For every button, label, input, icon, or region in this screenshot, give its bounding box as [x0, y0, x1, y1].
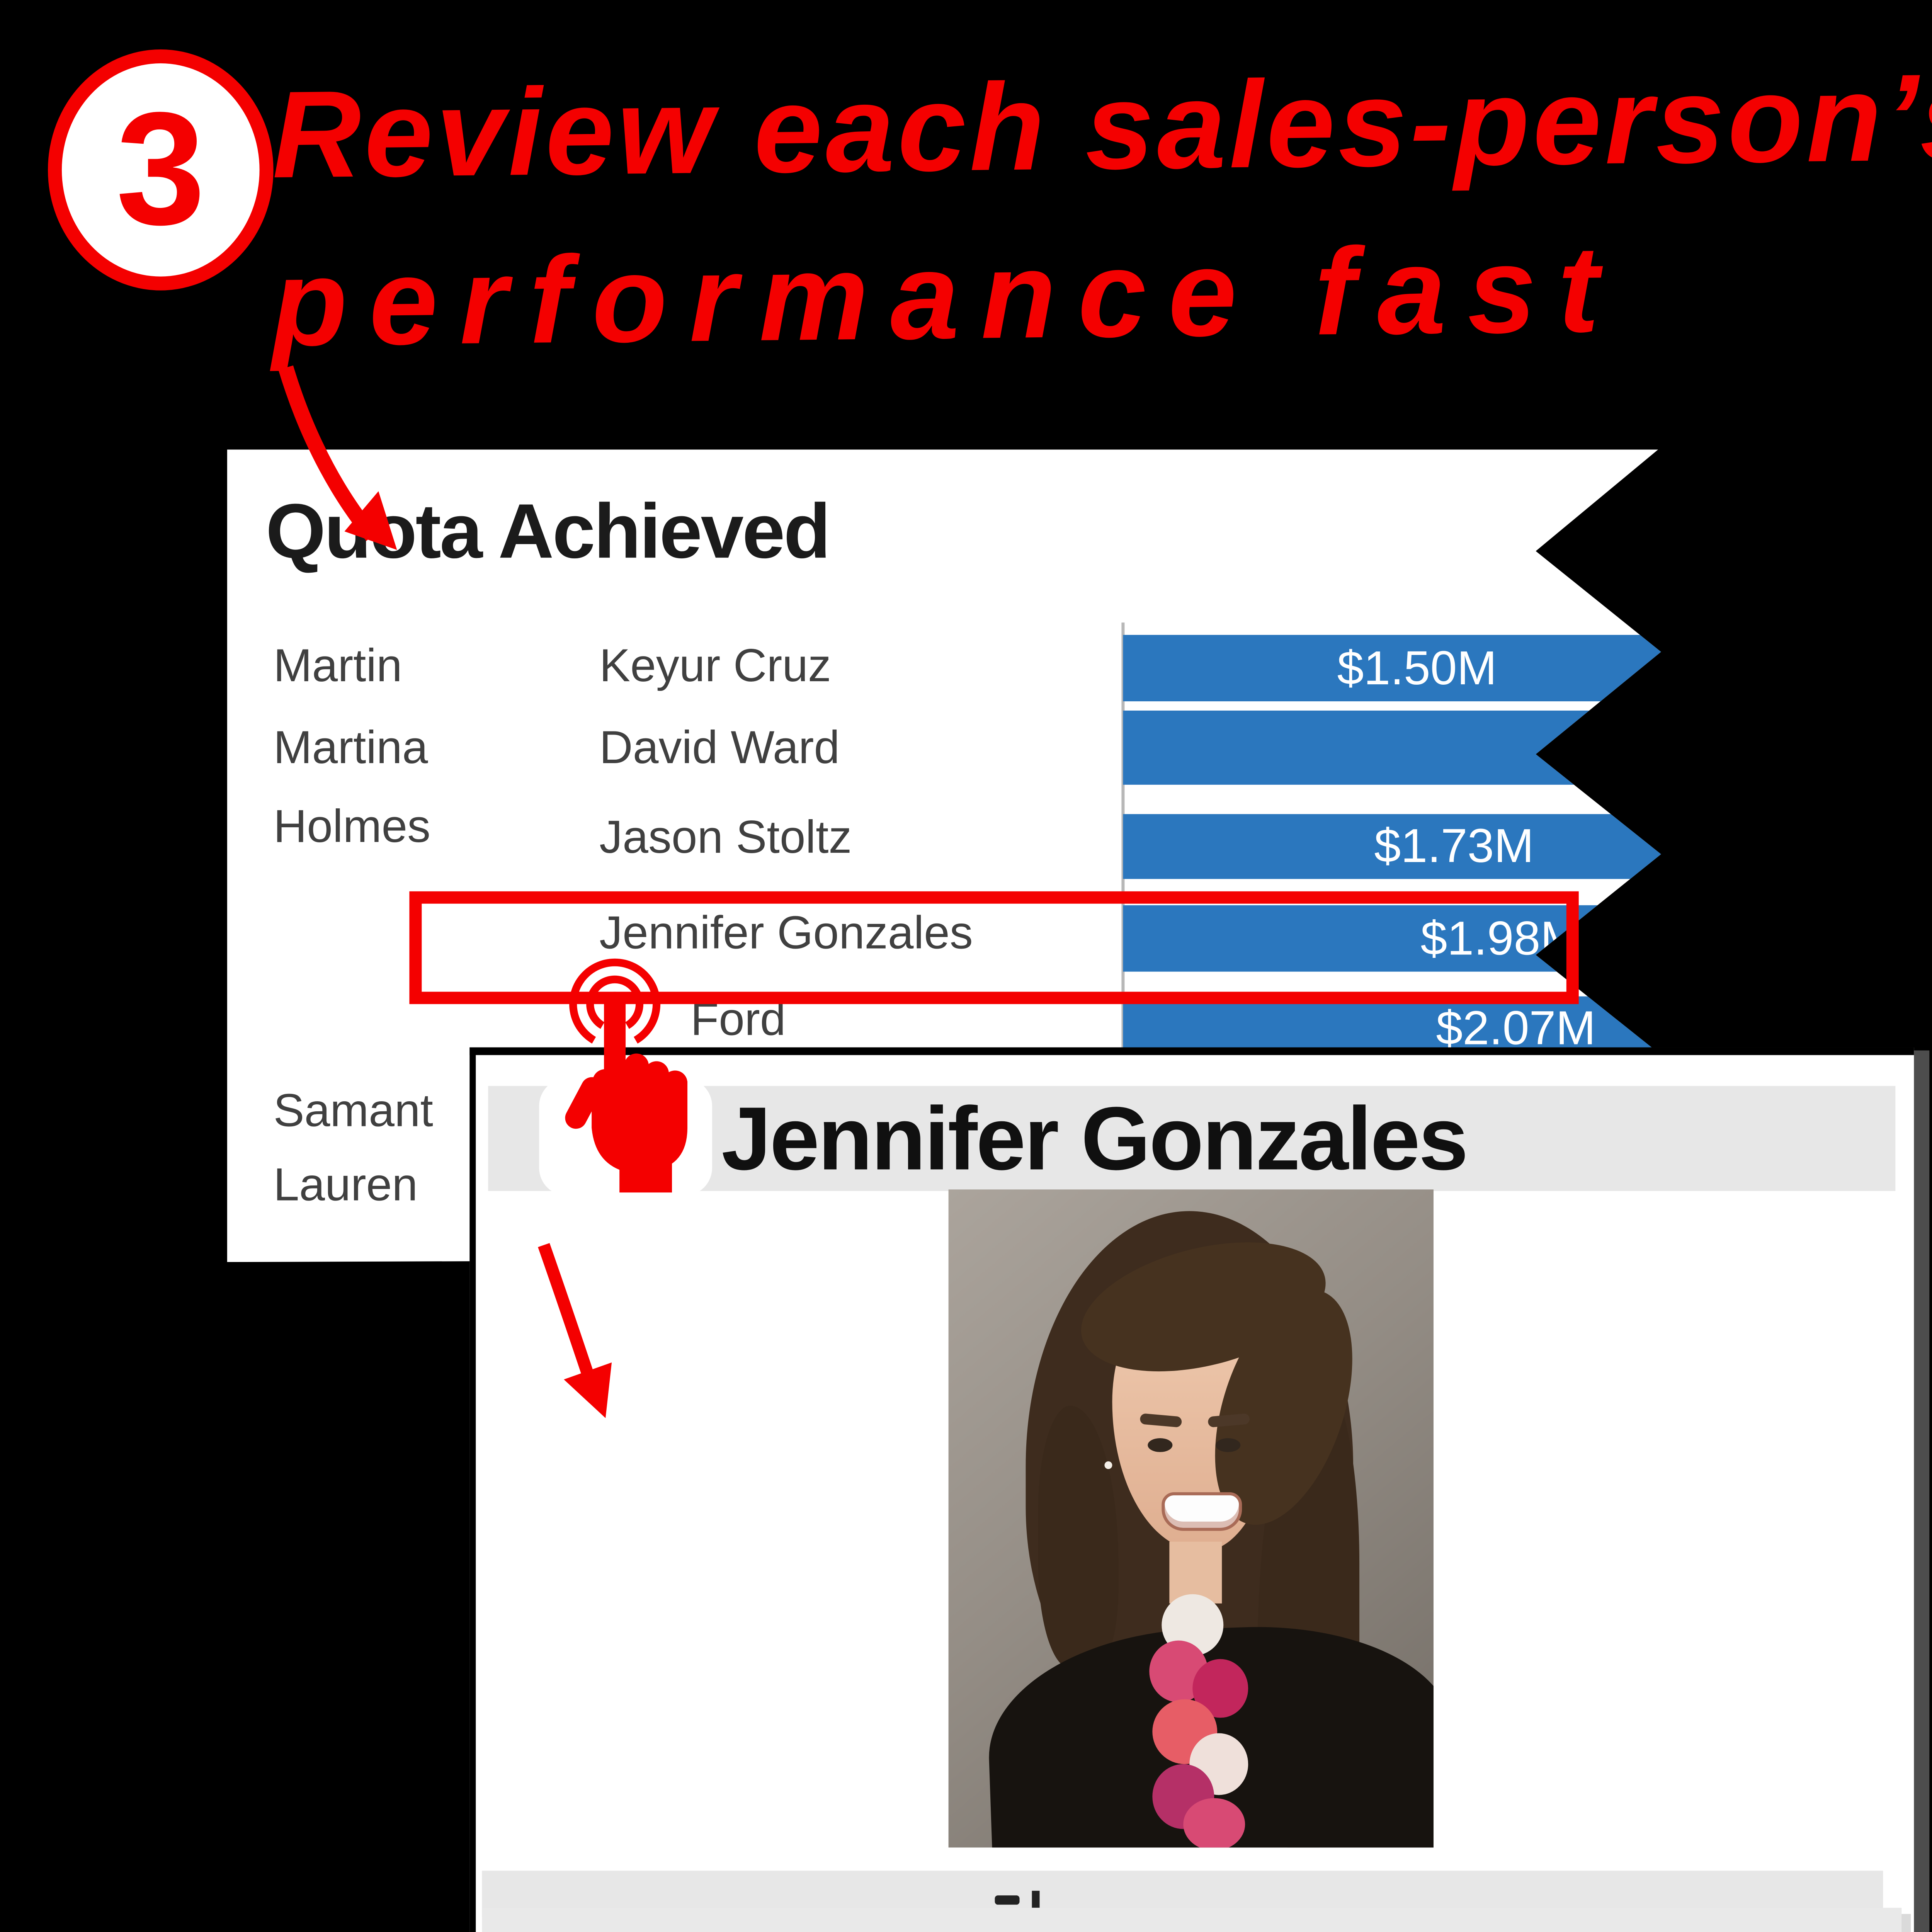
tap-ripple-outer-icon — [569, 958, 661, 1044]
opportunities-header: Total Opportunities — [482, 1908, 1902, 1932]
photo-eye-shape — [1148, 1438, 1173, 1452]
salesperson-label-highlighted[interactable]: Jennifer Gonzales — [599, 908, 973, 959]
manager-label-partial: Samant — [273, 1086, 433, 1137]
tap-ripple-inner-icon — [586, 975, 644, 1029]
step-number-badge: 3 — [48, 49, 274, 291]
quota-bar[interactable] — [1123, 710, 1661, 785]
headline-line-1: Review each sales-person’s — [271, 48, 1932, 204]
headline-line-2: performance fast — [271, 220, 1621, 372]
manager-label: Holmes — [273, 801, 431, 853]
tooltip-title: Jennifer Gonzales — [721, 1089, 1468, 1190]
quota-bar[interactable]: $1.73M — [1123, 814, 1661, 879]
clipped-text-fragment — [995, 1895, 1020, 1905]
photo-neck-shape — [1169, 1541, 1222, 1604]
tooltip-header: Jennifer Gonzales — [488, 1086, 1896, 1191]
photo-earring-shape — [1104, 1461, 1112, 1469]
salesperson-label[interactable]: David Ward — [599, 723, 840, 774]
pointing-hand-shape — [565, 992, 688, 1193]
bar-value-label: $1.50M — [1337, 640, 1497, 695]
salesperson-label[interactable]: Keyur Cruz — [599, 641, 832, 692]
bar-value-label: $1.73M — [1374, 818, 1534, 873]
manager-label: Martina — [273, 723, 428, 774]
photo-scarf-shape — [1183, 1798, 1245, 1848]
quota-bar[interactable]: $1.50M — [1123, 635, 1661, 702]
tap-hand-icon — [565, 958, 688, 1193]
photo-smile-shape — [1162, 1492, 1242, 1531]
salesperson-photo — [948, 1189, 1434, 1848]
manager-label-partial: Lauren — [273, 1160, 418, 1211]
step-number: 3 — [116, 80, 206, 260]
manager-label: Martin — [273, 641, 402, 692]
opportunities-title: Total Opportunities — [874, 1922, 1510, 1932]
clipped-text-fragment — [1032, 1891, 1040, 1908]
quota-panel-title: Quota Achieved — [265, 488, 831, 575]
bar-value-label: $2.07M — [1436, 1001, 1596, 1055]
photo-eye-shape — [1216, 1438, 1241, 1452]
salesperson-label[interactable]: Jason Stoltz — [599, 812, 852, 864]
